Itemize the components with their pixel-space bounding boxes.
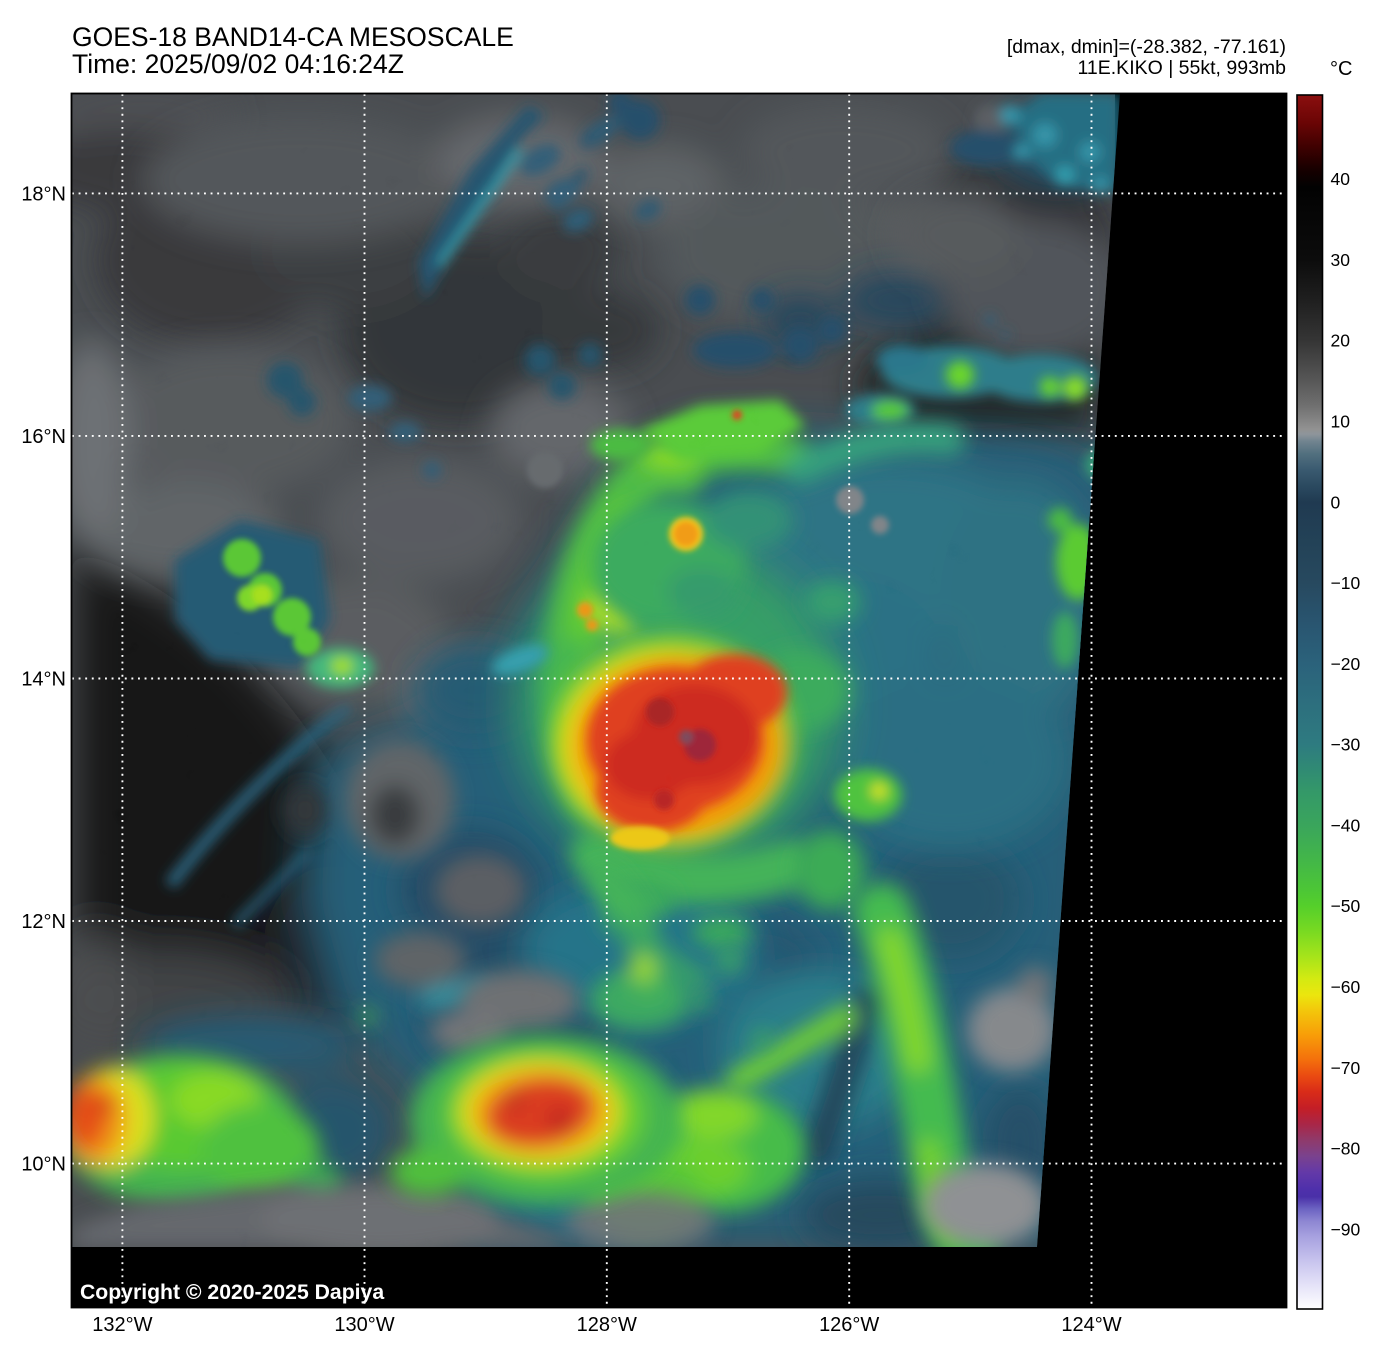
svg-text:124°W: 124°W bbox=[1061, 1314, 1121, 1336]
svg-text:11E.KIKO | 55kt, 993mb: 11E.KIKO | 55kt, 993mb bbox=[1078, 57, 1287, 79]
svg-text:132°W: 132°W bbox=[92, 1314, 152, 1336]
svg-text:30: 30 bbox=[1331, 250, 1351, 270]
svg-text:10°N: 10°N bbox=[21, 1154, 66, 1176]
svg-text:[dmax, dmin]=(-28.382, -77.161: [dmax, dmin]=(-28.382, -77.161) bbox=[1007, 36, 1286, 58]
svg-text:16°N: 16°N bbox=[21, 426, 66, 448]
svg-text:−40: −40 bbox=[1331, 815, 1361, 835]
svg-text:12°N: 12°N bbox=[21, 911, 66, 933]
svg-text:−10: −10 bbox=[1331, 573, 1361, 593]
svg-text:Time: 2025/09/02 04:16:24Z: Time: 2025/09/02 04:16:24Z bbox=[72, 49, 404, 79]
svg-text:GOES-18 BAND14-CA MESOSCALE: GOES-18 BAND14-CA MESOSCALE bbox=[72, 22, 514, 52]
svg-text:−60: −60 bbox=[1331, 977, 1361, 997]
svg-text:128°W: 128°W bbox=[577, 1314, 637, 1336]
svg-text:18°N: 18°N bbox=[21, 183, 66, 205]
svg-text:14°N: 14°N bbox=[21, 669, 66, 691]
svg-text:40: 40 bbox=[1331, 169, 1351, 189]
svg-text:20: 20 bbox=[1331, 331, 1351, 351]
svg-text:−70: −70 bbox=[1331, 1058, 1361, 1078]
svg-text:−30: −30 bbox=[1331, 735, 1361, 755]
svg-text:0: 0 bbox=[1331, 492, 1341, 512]
svg-text:Copyright © 2020-2025 Dapiya: Copyright © 2020-2025 Dapiya bbox=[80, 1281, 384, 1304]
svg-text:126°W: 126°W bbox=[819, 1314, 879, 1336]
svg-text:−80: −80 bbox=[1331, 1139, 1361, 1159]
svg-text:−20: −20 bbox=[1331, 654, 1361, 674]
svg-text:130°W: 130°W bbox=[334, 1314, 394, 1336]
svg-text:−90: −90 bbox=[1331, 1219, 1361, 1239]
svg-text:°C: °C bbox=[1330, 58, 1352, 80]
svg-text:−50: −50 bbox=[1331, 896, 1361, 916]
svg-text:10: 10 bbox=[1331, 412, 1351, 432]
